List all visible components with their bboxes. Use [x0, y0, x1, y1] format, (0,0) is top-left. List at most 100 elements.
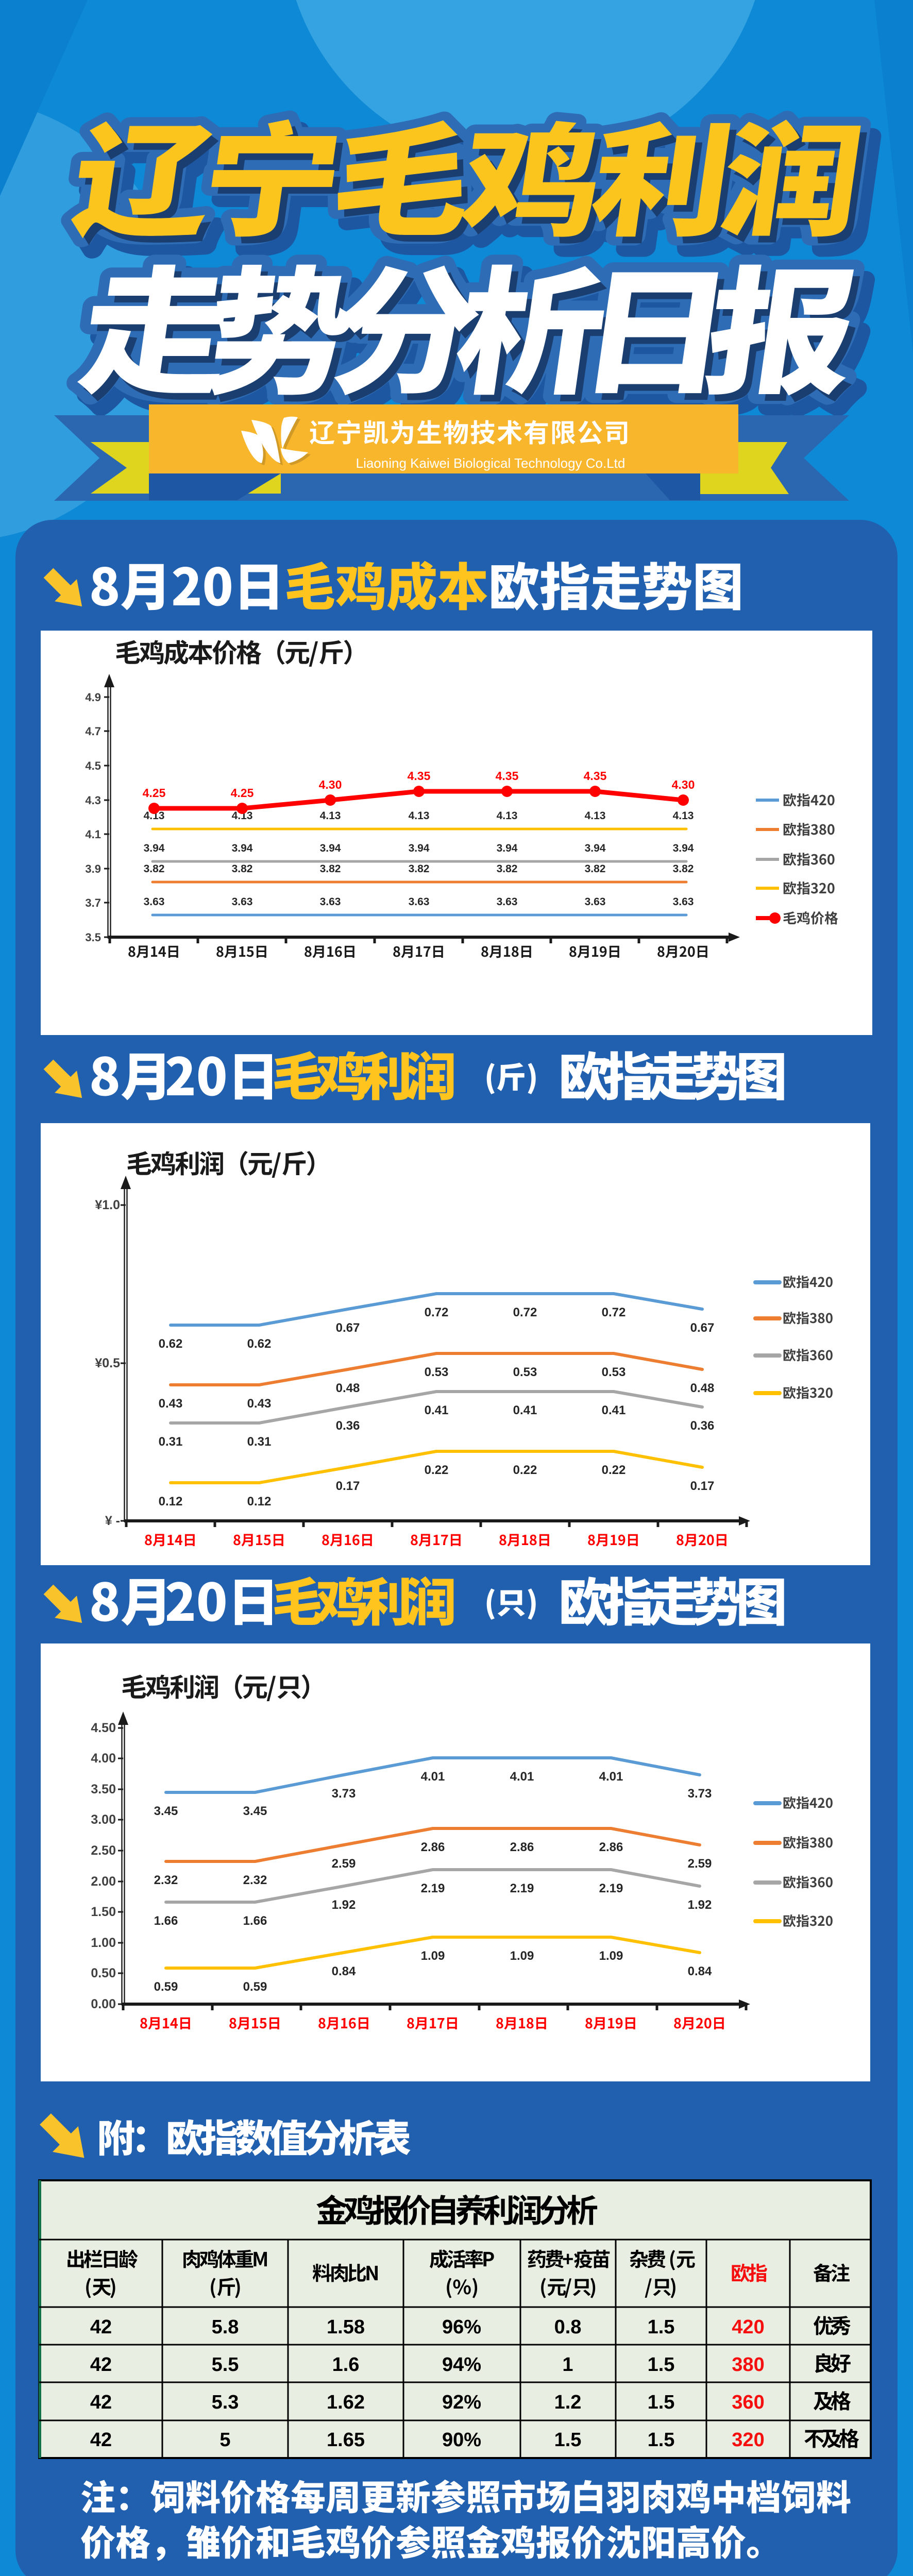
svg-text:1.09: 1.09: [421, 1949, 445, 1963]
svg-text:5.3: 5.3: [212, 2392, 239, 2413]
svg-text:1.66: 1.66: [243, 1914, 267, 1928]
svg-text:0.84: 0.84: [332, 1964, 356, 1978]
svg-text:0.31: 0.31: [159, 1435, 183, 1449]
svg-text:2.86: 2.86: [421, 1840, 445, 1854]
svg-text:4.13: 4.13: [673, 810, 694, 822]
svg-text:320: 320: [732, 2429, 764, 2451]
svg-text:2.32: 2.32: [243, 1873, 267, 1887]
svg-text:0.22: 0.22: [602, 1463, 626, 1477]
svg-text:2.59: 2.59: [688, 1857, 712, 1871]
svg-text:4.35: 4.35: [496, 769, 519, 783]
svg-text:2.19: 2.19: [421, 1882, 445, 1895]
svg-text:4.25: 4.25: [231, 786, 254, 800]
svg-text:4.35: 4.35: [408, 769, 431, 783]
svg-text:96%: 96%: [442, 2316, 481, 2338]
svg-text:4.01: 4.01: [510, 1770, 534, 1784]
svg-text:4.13: 4.13: [497, 810, 518, 822]
svg-text:3.00: 3.00: [91, 1812, 116, 1827]
svg-text:1.5: 1.5: [648, 2354, 675, 2376]
svg-text:1.92: 1.92: [332, 1898, 356, 1912]
svg-text:380: 380: [732, 2354, 764, 2376]
svg-text:42: 42: [90, 2429, 112, 2451]
svg-text:0.67: 0.67: [690, 1321, 715, 1335]
svg-text:1.2: 1.2: [554, 2392, 582, 2413]
svg-text:4.13: 4.13: [144, 810, 165, 822]
svg-text:1.5: 1.5: [648, 2392, 675, 2413]
svg-text:3.9: 3.9: [85, 862, 101, 875]
svg-text:¥ -: ¥ -: [105, 1514, 120, 1528]
svg-text:4.30: 4.30: [319, 778, 342, 791]
svg-text:42: 42: [90, 2392, 112, 2413]
svg-text:0.17: 0.17: [336, 1479, 360, 1493]
svg-text:1.5: 1.5: [648, 2429, 675, 2451]
svg-text:0.62: 0.62: [247, 1337, 272, 1351]
svg-text:Liaoning Kaiwei Biological Tec: Liaoning Kaiwei Biological Technology Co…: [356, 455, 625, 471]
svg-text:0.00: 0.00: [91, 1997, 116, 2011]
svg-text:42: 42: [90, 2354, 112, 2376]
svg-text:4.25: 4.25: [143, 786, 166, 800]
svg-text:3.82: 3.82: [232, 863, 253, 875]
svg-text:0.62: 0.62: [159, 1337, 183, 1351]
svg-text:0.53: 0.53: [425, 1365, 449, 1379]
svg-text:1.5: 1.5: [648, 2316, 675, 2338]
svg-text:0.41: 0.41: [425, 1403, 449, 1417]
svg-text:2.19: 2.19: [510, 1882, 534, 1895]
svg-text:0.84: 0.84: [688, 1964, 712, 1978]
svg-text:0.53: 0.53: [602, 1365, 626, 1379]
svg-text:0.72: 0.72: [602, 1306, 626, 1319]
svg-text:0.59: 0.59: [243, 1980, 267, 1994]
svg-text:0.59: 0.59: [154, 1980, 178, 1994]
svg-text:3.94: 3.94: [673, 842, 694, 854]
svg-text:1.09: 1.09: [599, 1949, 623, 1963]
svg-text:0.72: 0.72: [513, 1306, 537, 1319]
svg-text:3.63: 3.63: [673, 896, 694, 908]
svg-text:3.73: 3.73: [688, 1787, 712, 1801]
svg-text:4.1: 4.1: [85, 828, 101, 841]
svg-text:0.36: 0.36: [690, 1419, 715, 1433]
svg-text:3.63: 3.63: [320, 896, 341, 908]
svg-text:3.63: 3.63: [585, 896, 606, 908]
svg-text:0.41: 0.41: [602, 1403, 626, 1417]
svg-text:4.9: 4.9: [85, 691, 101, 704]
svg-text:4.00: 4.00: [91, 1751, 116, 1766]
svg-text:0.36: 0.36: [336, 1419, 360, 1433]
svg-text:0.48: 0.48: [336, 1381, 360, 1395]
svg-text:1.92: 1.92: [688, 1898, 712, 1912]
svg-text:0.41: 0.41: [513, 1403, 537, 1417]
svg-text:1.65: 1.65: [327, 2429, 365, 2451]
svg-text:5.5: 5.5: [212, 2354, 239, 2376]
svg-text:3.82: 3.82: [673, 863, 694, 875]
svg-text:2.50: 2.50: [91, 1843, 116, 1858]
svg-text:0.22: 0.22: [513, 1463, 537, 1477]
svg-text:3.7: 3.7: [85, 896, 101, 909]
svg-text:3.63: 3.63: [144, 896, 165, 908]
svg-text:4.13: 4.13: [409, 810, 430, 822]
svg-text:4.13: 4.13: [585, 810, 606, 822]
svg-text:0.17: 0.17: [690, 1479, 715, 1493]
svg-text:2.19: 2.19: [599, 1882, 623, 1895]
svg-text:2.00: 2.00: [91, 1874, 116, 1889]
svg-text:3.63: 3.63: [409, 896, 430, 908]
svg-text:0.50: 0.50: [91, 1966, 116, 1980]
svg-text:3.73: 3.73: [332, 1787, 356, 1801]
svg-text:0.43: 0.43: [159, 1397, 183, 1411]
svg-text:4.3: 4.3: [85, 794, 101, 807]
svg-text:5: 5: [219, 2429, 230, 2451]
svg-text:4.30: 4.30: [672, 778, 695, 791]
svg-text:1.50: 1.50: [91, 1905, 116, 1919]
svg-text:1.66: 1.66: [154, 1914, 178, 1928]
svg-text:3.63: 3.63: [497, 896, 518, 908]
svg-text:3.82: 3.82: [585, 863, 606, 875]
svg-text:4.7: 4.7: [85, 725, 101, 738]
svg-text:3.82: 3.82: [320, 863, 341, 875]
svg-text:1: 1: [562, 2354, 573, 2376]
svg-text:3.94: 3.94: [409, 842, 430, 854]
svg-text:0.8: 0.8: [554, 2316, 582, 2338]
svg-text:3.94: 3.94: [585, 842, 606, 854]
svg-text:0.12: 0.12: [247, 1495, 272, 1509]
svg-text:3.82: 3.82: [497, 863, 518, 875]
svg-text:4.01: 4.01: [421, 1770, 445, 1784]
svg-text:360: 360: [732, 2392, 764, 2413]
svg-text:0.72: 0.72: [425, 1306, 449, 1319]
svg-text:0.43: 0.43: [247, 1397, 272, 1411]
